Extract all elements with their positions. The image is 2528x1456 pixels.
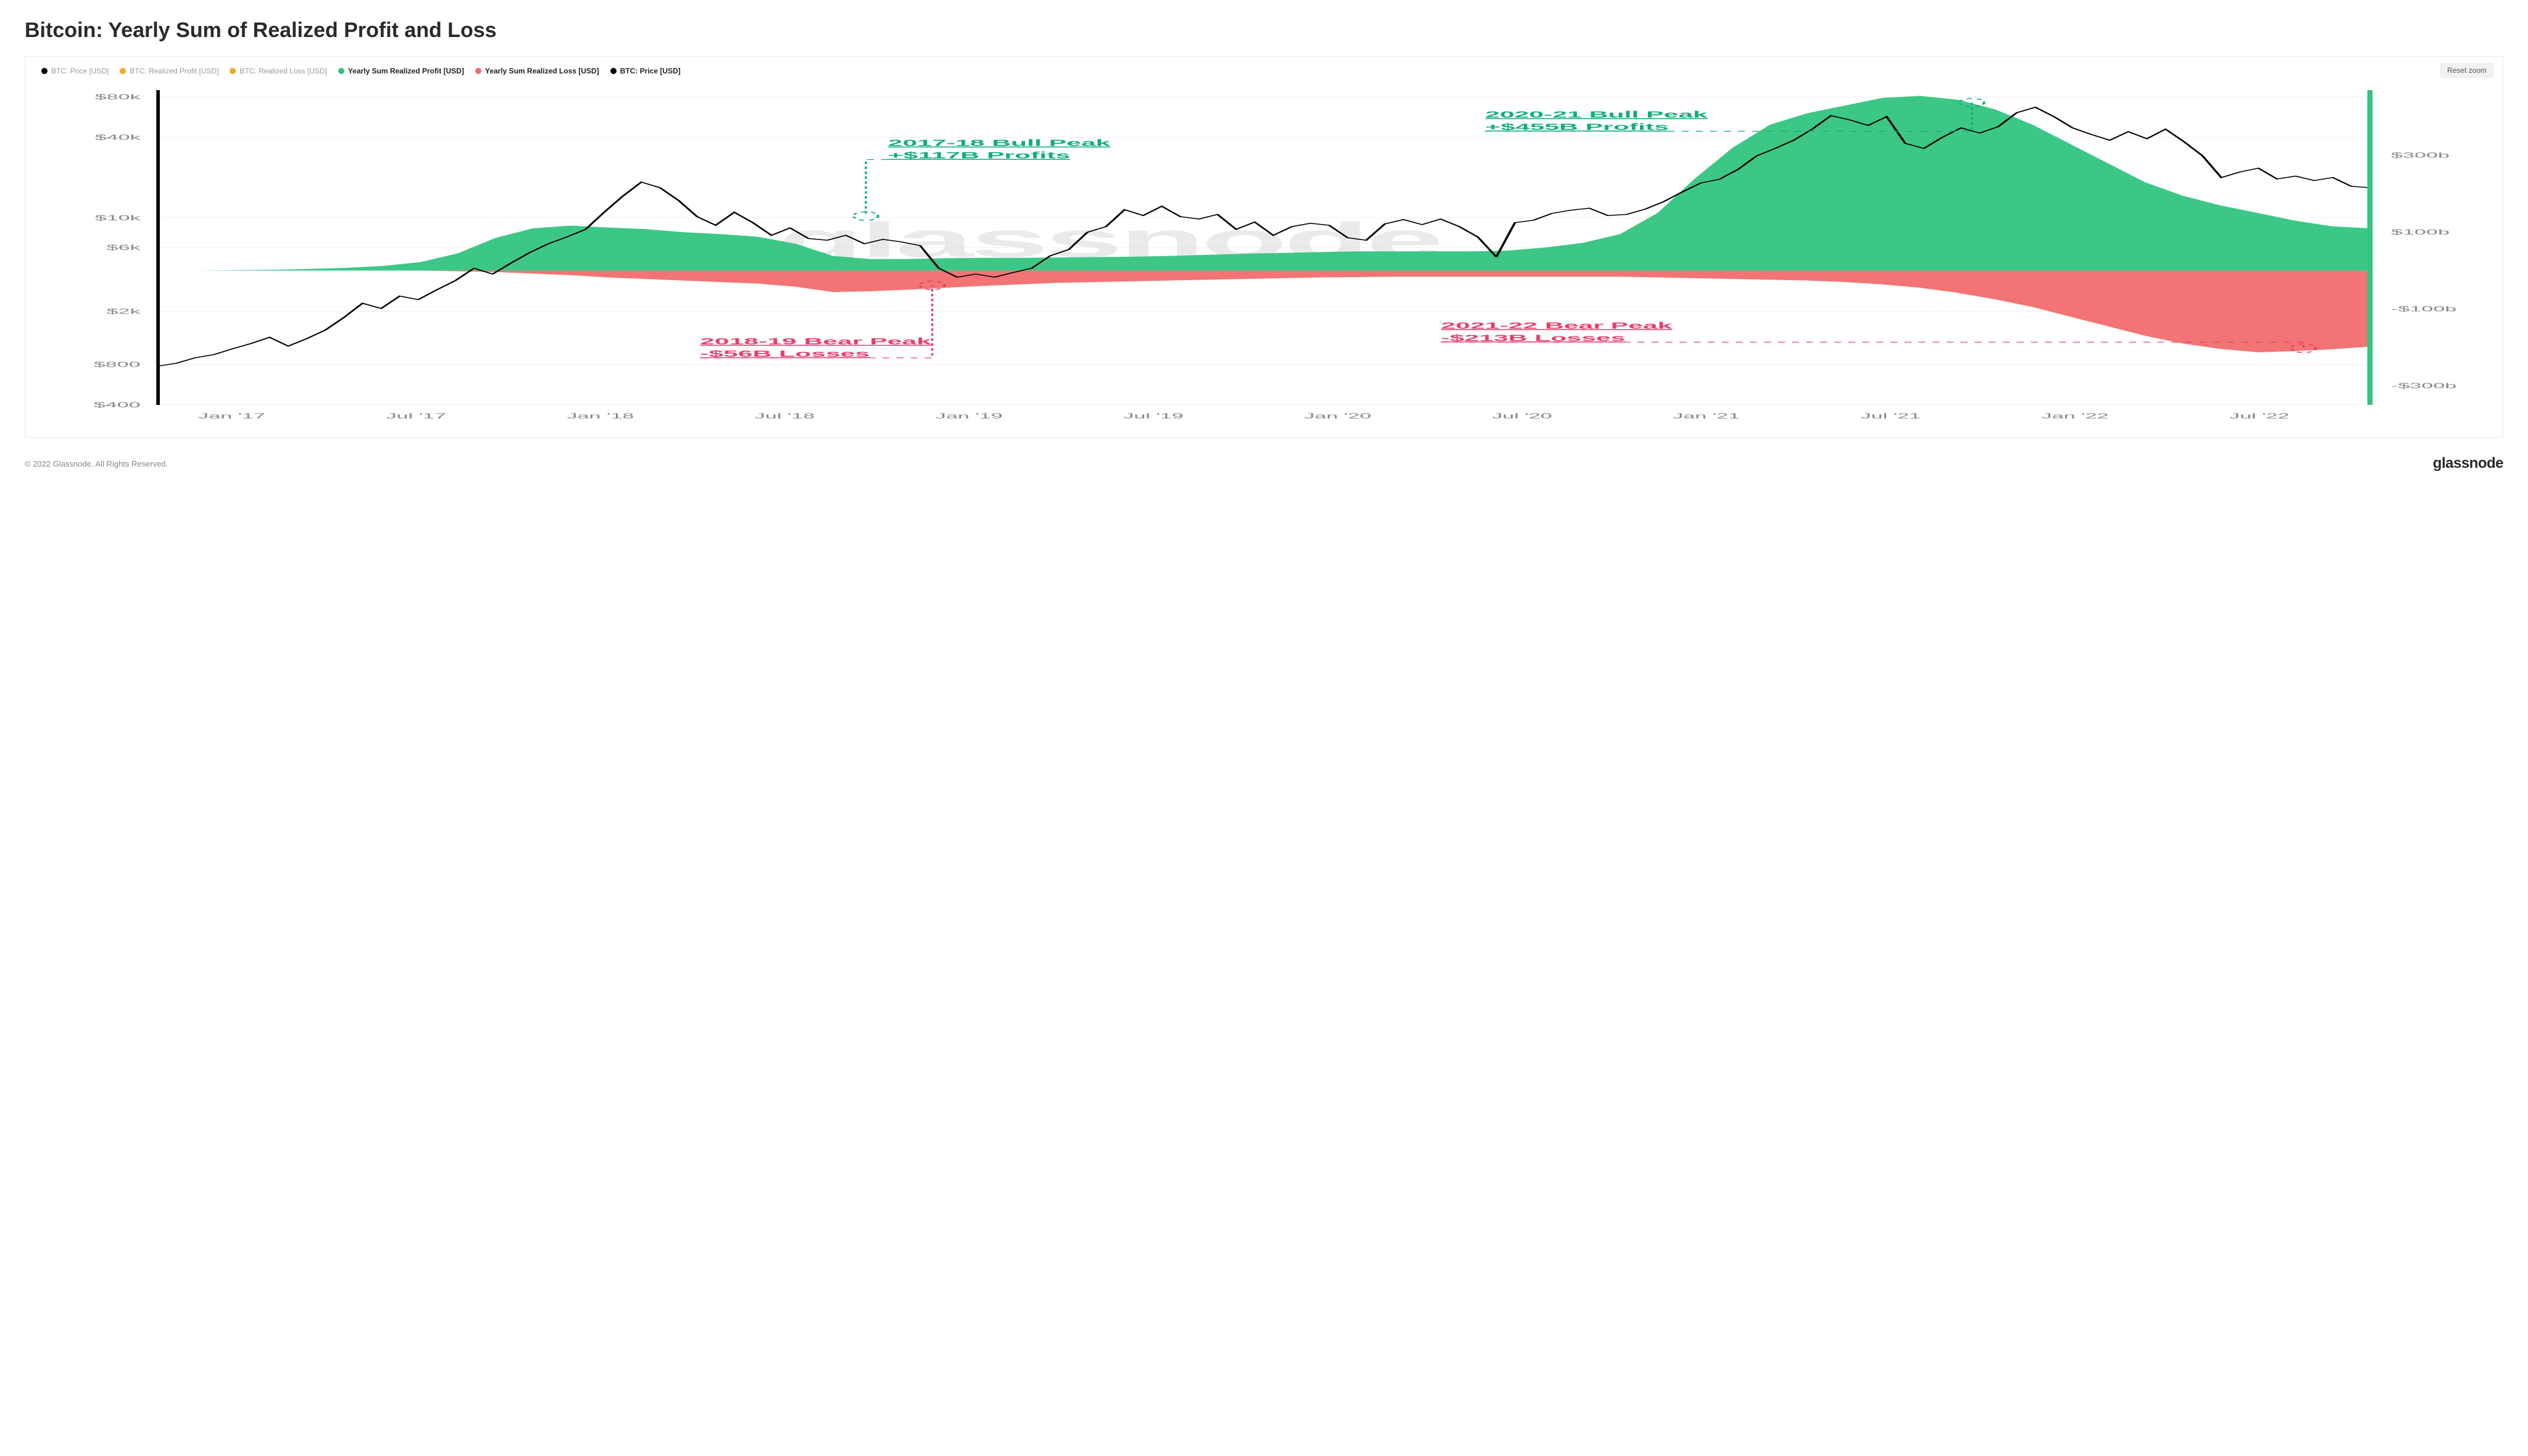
- svg-text:2021-22 Bear Peak: 2021-22 Bear Peak: [1441, 320, 1673, 331]
- legend-item[interactable]: Yearly Sum Realized Profit [USD]: [338, 67, 464, 75]
- legend-label: BTC: Realized Loss [USD]: [239, 67, 326, 75]
- svg-text:Jul '19: Jul '19: [1123, 412, 1184, 420]
- svg-text:Jul '17: Jul '17: [386, 412, 446, 420]
- legend-swatch: [338, 68, 344, 74]
- svg-text:Jan '21: Jan '21: [1673, 412, 1740, 420]
- reset-zoom-button[interactable]: Reset zoom: [2440, 63, 2494, 78]
- svg-text:$800: $800: [94, 360, 141, 368]
- legend-label: Yearly Sum Realized Profit [USD]: [348, 67, 464, 75]
- svg-text:$80k: $80k: [95, 93, 141, 101]
- legend-item[interactable]: BTC: Realized Loss [USD]: [230, 67, 326, 75]
- svg-text:Jul '22: Jul '22: [2229, 412, 2290, 420]
- svg-text:+$117B Profits: +$117B Profits: [888, 150, 1070, 160]
- svg-text:-$56B Losses: -$56B Losses: [700, 348, 870, 359]
- svg-text:$400: $400: [94, 401, 141, 409]
- svg-text:-$300b: -$300b: [2391, 382, 2456, 390]
- svg-text:$6k: $6k: [107, 244, 141, 252]
- legend-label: BTC: Price [USD]: [620, 67, 681, 75]
- legend-item[interactable]: BTC: Price [USD]: [41, 67, 109, 75]
- svg-text:-$100b: -$100b: [2391, 305, 2456, 313]
- footer: © 2022 Glassnode. All Rights Reserved. g…: [25, 455, 2503, 472]
- legend-label: BTC: Price [USD]: [51, 67, 109, 75]
- svg-text:2017-18 Bull Peak: 2017-18 Bull Peak: [888, 138, 1111, 148]
- svg-text:+$455B Profits: +$455B Profits: [1485, 122, 1669, 132]
- svg-text:Jul '20: Jul '20: [1492, 412, 1552, 420]
- svg-text:2020-21 Bull Peak: 2020-21 Bull Peak: [1485, 109, 1708, 120]
- chart-plot[interactable]: $400 $800 $2k $6k $10k $40k $80k -$300b -$100b $1…: [35, 84, 2493, 430]
- svg-text:$40k: $40k: [95, 133, 141, 141]
- legend: BTC: Price [USD] BTC: Realized Profit [US…: [35, 64, 2493, 84]
- svg-text:Jan '18: Jan '18: [567, 412, 634, 420]
- svg-text:-$213B Losses: -$213B Losses: [1441, 333, 1626, 343]
- svg-text:Jan '22: Jan '22: [2042, 412, 2109, 420]
- svg-text:Jan '19: Jan '19: [936, 412, 1003, 420]
- legend-item[interactable]: Yearly Sum Realized Loss [USD]: [475, 67, 599, 75]
- svg-text:$10k: $10k: [95, 214, 141, 222]
- legend-label: Yearly Sum Realized Loss [USD]: [485, 67, 599, 75]
- svg-text:$2k: $2k: [107, 307, 141, 315]
- legend-item[interactable]: BTC: Price [USD]: [610, 67, 681, 75]
- svg-text:Jan '17: Jan '17: [198, 412, 265, 420]
- legend-swatch: [610, 68, 617, 74]
- svg-text:$100b: $100b: [2391, 228, 2450, 236]
- brand-logo: glassnode: [2433, 455, 2503, 472]
- svg-text:Jul '21: Jul '21: [1861, 412, 1921, 420]
- svg-text:Jan '20: Jan '20: [1304, 412, 1371, 420]
- svg-text:$300b: $300b: [2391, 151, 2450, 159]
- legend-swatch: [475, 68, 481, 74]
- legend-swatch: [41, 68, 48, 74]
- svg-text:Jul '18: Jul '18: [755, 412, 815, 420]
- page-title: Bitcoin: Yearly Sum of Realized Profit a…: [25, 19, 2503, 43]
- chart-frame: Reset zoom BTC: Price [USD] BTC: Realized…: [25, 56, 2503, 438]
- copyright-text: © 2022 Glassnode. All Rights Reserved.: [25, 459, 168, 468]
- svg-text:2018-19 Bear Peak: 2018-19 Bear Peak: [700, 336, 931, 346]
- legend-item[interactable]: BTC: Realized Profit [USD]: [120, 67, 218, 75]
- legend-label: BTC: Realized Profit [USD]: [130, 67, 218, 75]
- legend-swatch: [120, 68, 126, 74]
- legend-swatch: [230, 68, 236, 74]
